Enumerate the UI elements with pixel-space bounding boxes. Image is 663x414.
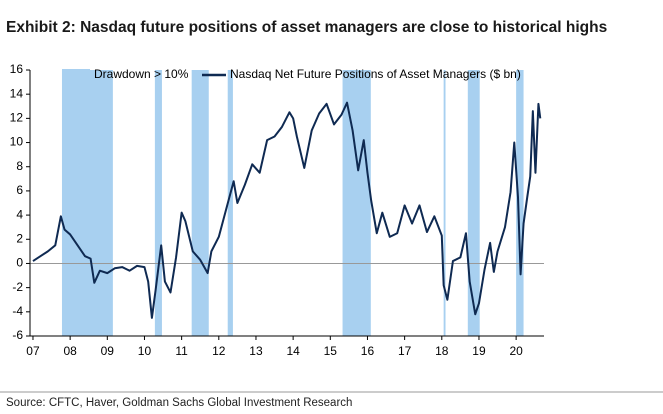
x-tick-label: 20 [509,344,523,358]
drawdown-band [467,70,480,336]
legend-swatch [62,69,90,80]
legend-label: Drawdown > 10% [94,67,189,81]
series-line [32,101,542,319]
y-tick-label: 14 [10,86,24,100]
x-tick-label: 19 [472,344,486,358]
y-tick-label: -2 [12,280,23,294]
x-tick-label: 08 [63,344,77,358]
x-tick-label: 15 [324,344,338,358]
chart-title: Exhibit 2: Nasdaq future positions of as… [6,19,607,36]
y-tick-label: 10 [10,135,24,149]
drawdown-band [61,70,113,336]
y-tick-label: -4 [12,304,23,318]
x-tick-label: 12 [212,344,226,358]
y-tick-label: 2 [16,231,23,245]
x-tick-label: 09 [101,344,115,358]
drawdown-band [516,70,524,336]
y-tick-label: 6 [16,183,23,197]
drawdown-band [443,70,446,336]
source: Source: CFTC, Haver, Goldman Sachs Globa… [6,397,352,409]
drawdown-band [154,70,162,336]
x-tick-label: 10 [138,344,152,358]
y-tick-label: -6 [12,328,23,342]
y-tick-label: 4 [16,207,23,221]
drawdown-band [227,70,233,336]
y-tick-label: 0 [16,256,23,270]
x-tick-label: 14 [286,344,300,358]
drawdown-band [342,70,371,336]
x-tick-label: 17 [398,344,412,358]
x-tick-label: 16 [361,344,375,358]
x-tick-label: 18 [435,344,449,358]
y-tick-label: 12 [10,111,24,125]
y-tick-label: 8 [16,159,23,173]
legend-label: Nasdaq Net Future Positions of Asset Man… [230,67,521,81]
x-tick-label: 11 [175,344,188,358]
x-tick-label: 07 [26,344,40,358]
x-tick-label: 13 [249,344,263,358]
drawdown-band [191,70,209,336]
y-tick-label: 16 [10,62,24,76]
